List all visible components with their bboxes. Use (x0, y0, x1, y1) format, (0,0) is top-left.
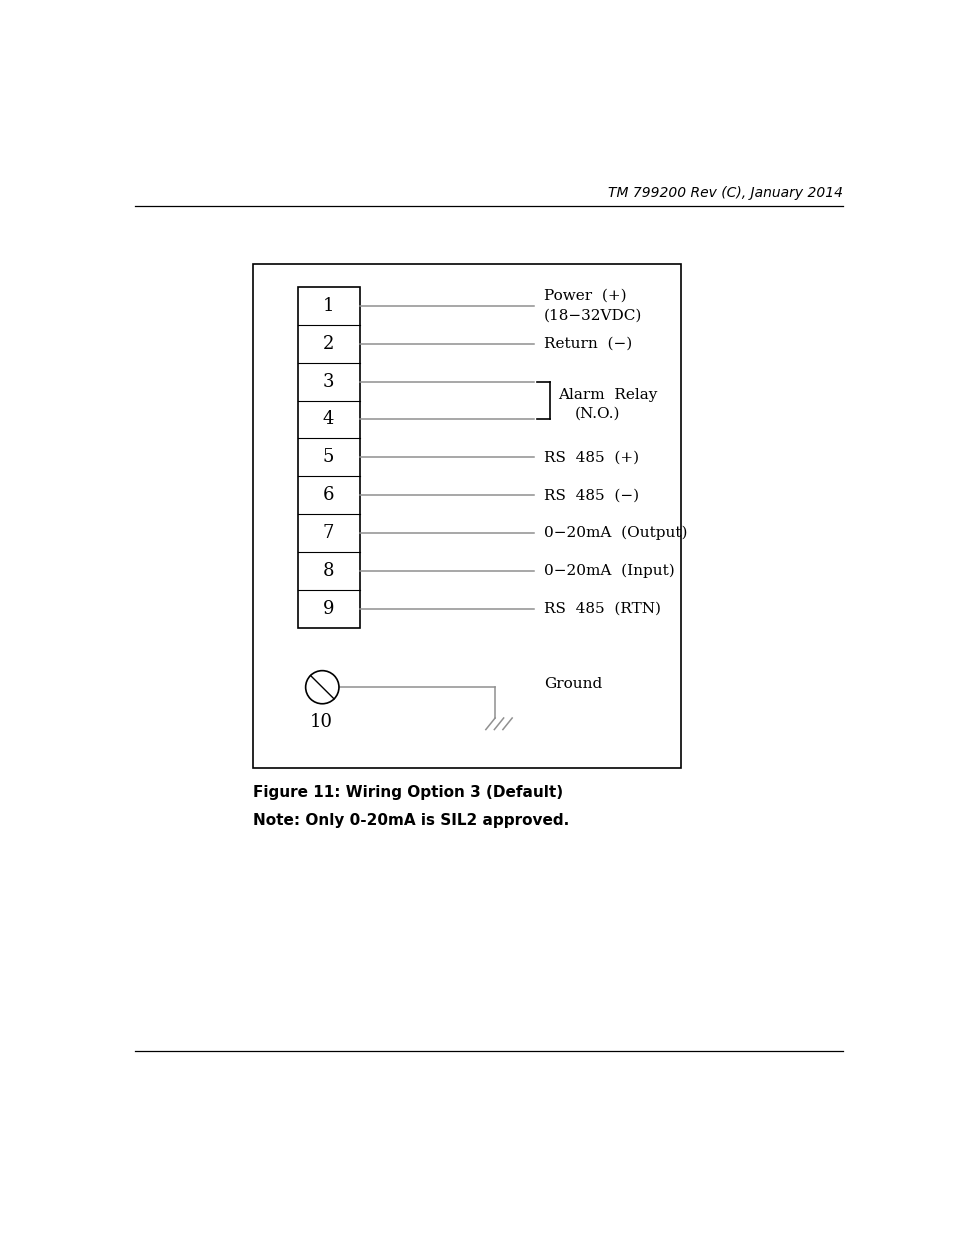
Text: Return  (−): Return (−) (543, 337, 632, 351)
Bar (253, 264, 680, 768)
Text: 0−20mA  (Output): 0−20mA (Output) (543, 526, 687, 541)
Text: TM 799200 Rev (C), January 2014: TM 799200 Rev (C), January 2014 (607, 185, 842, 200)
Text: RS  485  (RTN): RS 485 (RTN) (543, 601, 660, 616)
Text: Power  (+): Power (+) (543, 289, 626, 303)
Text: 4: 4 (322, 410, 334, 429)
Text: RS  485  (−): RS 485 (−) (543, 488, 639, 503)
Text: 10: 10 (309, 713, 332, 731)
Text: (18−32VDC): (18−32VDC) (543, 309, 641, 322)
Text: 9: 9 (322, 600, 334, 618)
Text: Note: Only 0-20mA is SIL2 approved.: Note: Only 0-20mA is SIL2 approved. (253, 813, 568, 827)
Text: 1: 1 (322, 296, 334, 315)
Text: Figure 11: Wiring Option 3 (Default): Figure 11: Wiring Option 3 (Default) (253, 785, 562, 800)
Text: 5: 5 (322, 448, 334, 467)
Text: 7: 7 (322, 524, 334, 542)
Text: (N.O.): (N.O.) (575, 406, 619, 421)
Circle shape (305, 671, 338, 704)
Text: 6: 6 (322, 487, 334, 504)
Text: 0−20mA  (Input): 0−20mA (Input) (543, 564, 674, 578)
Text: RS  485  (+): RS 485 (+) (543, 451, 639, 464)
Text: 3: 3 (322, 373, 334, 390)
Text: Ground: Ground (543, 677, 601, 692)
Bar (297, 287, 359, 627)
Text: 8: 8 (322, 562, 334, 580)
Text: 2: 2 (322, 335, 334, 353)
Text: Alarm  Relay: Alarm Relay (558, 388, 657, 403)
